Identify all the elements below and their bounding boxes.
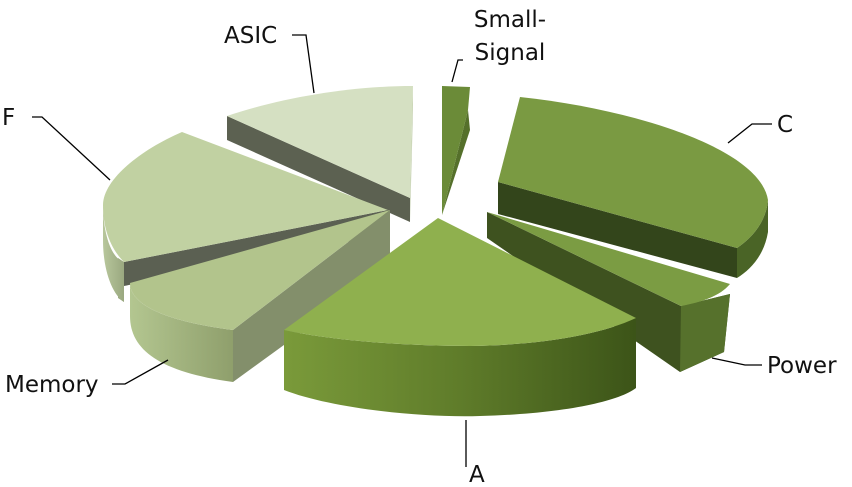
slice-a xyxy=(284,218,636,417)
label-power: Power xyxy=(767,353,837,379)
leader-asic xyxy=(292,34,315,94)
leader-f xyxy=(32,116,111,181)
slice-memory xyxy=(130,210,390,382)
label-small-signal-line2: Signal xyxy=(475,40,546,66)
leader-small-signal xyxy=(451,59,463,83)
label-asic: ASIC xyxy=(224,23,277,49)
label-f: F xyxy=(2,105,15,131)
slice-small-signal xyxy=(442,86,470,215)
label-c: C xyxy=(777,112,793,138)
leader-memory xyxy=(112,359,169,385)
leader-c xyxy=(727,123,772,144)
slice-c xyxy=(498,97,768,278)
slice-asic xyxy=(227,86,413,222)
slice-power xyxy=(487,212,730,372)
label-a: A xyxy=(469,462,485,487)
label-memory: Memory xyxy=(5,372,99,398)
leader-power xyxy=(711,357,762,366)
label-small-signal-line1: Small- xyxy=(474,7,546,33)
